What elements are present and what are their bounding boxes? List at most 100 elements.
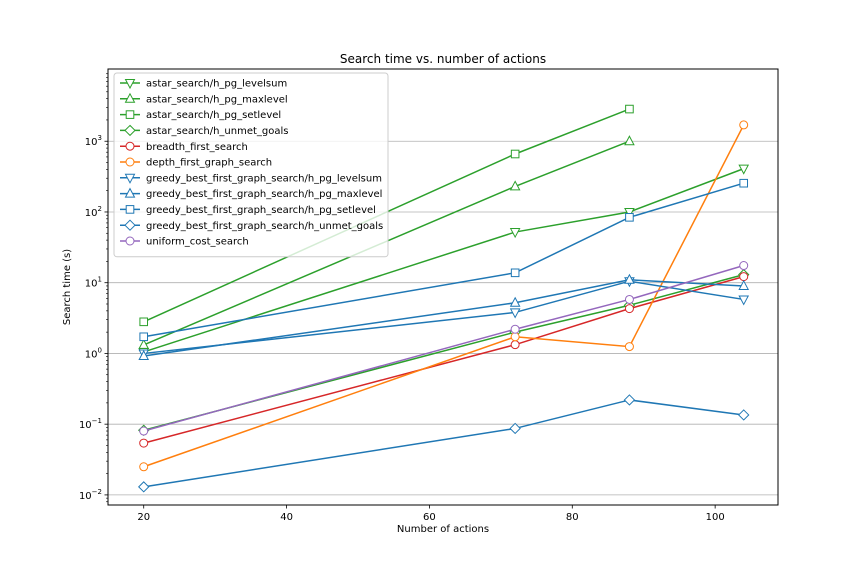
legend-marker — [124, 79, 136, 90]
legend-box — [113, 72, 389, 258]
legend-marker — [125, 157, 135, 167]
legend: astar_search/h_pg_levelsum astar_search/h… — [113, 72, 389, 258]
series-line — [143, 264, 744, 432]
series-line — [143, 167, 744, 353]
legend-marker — [124, 124, 136, 137]
data-point — [624, 342, 634, 352]
legend-marker — [124, 219, 136, 231]
legend-marker — [124, 187, 136, 198]
x-tick-label: 100 — [706, 512, 725, 523]
legend-entry: greedy_best_first_graph_search/h_unmet_g… — [120, 219, 383, 232]
data-point — [509, 180, 521, 191]
legend-label: breadth_first_search — [146, 142, 248, 153]
series-depth-first-graph-search — [139, 120, 749, 472]
legend-label: astar_search/h_pg_levelsum — [146, 79, 287, 90]
legend-entry: astar_search/h_pg_levelsum — [120, 79, 287, 90]
legend-entry: greedy_best_first_graph_search/h_pg_maxl… — [120, 187, 382, 200]
series-astar-search-h-pg-maxlevel — [138, 135, 635, 349]
series-astar-search-h-pg-setlevel — [139, 104, 634, 327]
y-tick-label: 102 — [85, 205, 102, 219]
data-point — [739, 261, 749, 271]
legend-entry: depth_first_graph_search — [120, 157, 272, 169]
legend-marker — [125, 110, 135, 119]
y-axis-label: Search time (s) — [62, 249, 73, 325]
axes: 20 40 60 80 100 10−2 10−1 100 101 102 103 — [79, 73, 725, 523]
series-line — [143, 124, 745, 468]
grid — [108, 140, 778, 496]
legend-label: greedy_best_first_graph_search/h_pg_maxl… — [146, 189, 382, 200]
data-point — [624, 304, 634, 314]
data-point — [509, 228, 521, 239]
data-point — [624, 273, 635, 284]
legend-label: greedy_best_first_graph_search/h_unmet_g… — [146, 221, 383, 232]
y-tick-label: 101 — [85, 276, 102, 290]
series-greedy-best-first-graph-search-h-unmet-goals — [138, 394, 750, 493]
data-point — [138, 349, 150, 361]
data-point — [510, 149, 520, 159]
legend-marker — [124, 173, 136, 184]
series-layer — [138, 104, 750, 493]
series-line — [143, 399, 744, 488]
data-point — [509, 308, 521, 319]
data-point — [738, 409, 750, 421]
x-axis-label: Number of actions — [397, 524, 489, 535]
data-point — [139, 438, 149, 448]
y-tick-label: 10−2 — [79, 488, 102, 502]
data-point — [138, 481, 150, 493]
x-tick-label: 40 — [280, 512, 293, 523]
data-point — [139, 462, 149, 472]
data-point — [624, 207, 635, 219]
data-point — [139, 426, 149, 436]
data-point — [625, 104, 634, 114]
legend-entry: greedy_best_first_graph_search/h_pg_setl… — [120, 205, 376, 216]
data-point — [139, 317, 149, 327]
x-tick-label: 60 — [423, 512, 436, 523]
data-point — [624, 135, 635, 146]
data-point — [510, 268, 520, 278]
legend-entry: uniform_cost_search — [120, 236, 249, 248]
legend-label: astar_search/h_pg_maxlevel — [146, 94, 288, 105]
data-point — [509, 296, 521, 307]
x-tick-label: 80 — [566, 512, 579, 523]
legend-label: astar_search/h_pg_setlevel — [146, 110, 281, 121]
legend-entry: greedy_best_first_graph_search/h_pg_leve… — [120, 173, 382, 184]
data-point — [739, 178, 749, 188]
series-uniform-cost-search — [139, 261, 749, 436]
legend-marker — [125, 236, 135, 246]
data-point — [738, 164, 750, 175]
legend-label: astar_search/h_unmet_goals — [146, 126, 289, 137]
data-point — [139, 332, 149, 342]
series-line — [143, 182, 744, 338]
legend-entry: breadth_first_search — [120, 141, 248, 153]
legend-label: greedy_best_first_graph_search/h_pg_setl… — [146, 205, 376, 216]
y-tick-label: 100 — [85, 346, 102, 360]
legend-marker — [125, 141, 135, 151]
series-breadth-first-search — [139, 272, 749, 448]
x-tick-label: 20 — [137, 512, 150, 523]
legend-marker — [124, 92, 136, 103]
data-point — [625, 213, 634, 222]
data-point — [138, 338, 150, 349]
legend-entry: astar_search/h_unmet_goals — [120, 124, 289, 137]
chart-title: Search time vs. number of actions — [340, 52, 546, 66]
legend-marker — [125, 205, 135, 214]
data-point — [624, 294, 634, 304]
legend-label: depth_first_graph_search — [146, 158, 272, 169]
data-point — [739, 120, 749, 130]
plot-frame — [107, 68, 779, 506]
series-line — [143, 280, 744, 355]
series-line — [143, 275, 744, 444]
series-greedy-best-first-graph-search-h-pg-setlevel — [139, 178, 749, 342]
legend-label: greedy_best_first_graph_search/h_pg_leve… — [146, 173, 382, 184]
data-point — [739, 272, 749, 282]
data-point — [509, 422, 521, 435]
y-tick-label: 10−1 — [79, 417, 102, 431]
y-tick-label: 103 — [85, 134, 102, 148]
data-point — [738, 295, 750, 306]
data-point — [510, 340, 520, 350]
data-point — [623, 394, 636, 406]
legend-entry: astar_search/h_pg_maxlevel — [120, 92, 288, 105]
data-point — [510, 324, 520, 334]
data-point — [738, 279, 750, 290]
